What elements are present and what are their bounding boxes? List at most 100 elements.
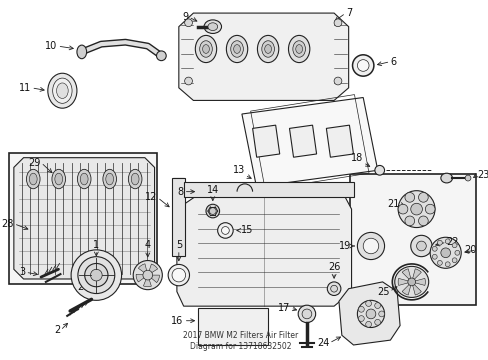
Polygon shape <box>14 158 154 279</box>
Ellipse shape <box>407 278 415 286</box>
Wedge shape <box>147 264 157 275</box>
Ellipse shape <box>333 19 341 27</box>
Ellipse shape <box>195 35 216 63</box>
Text: 16: 16 <box>171 316 183 326</box>
Text: 24: 24 <box>316 338 328 348</box>
Wedge shape <box>401 269 411 282</box>
Ellipse shape <box>418 216 427 226</box>
Ellipse shape <box>352 55 373 76</box>
Text: 7: 7 <box>345 8 351 18</box>
Polygon shape <box>252 125 279 157</box>
Ellipse shape <box>437 260 442 265</box>
Ellipse shape <box>90 269 102 281</box>
Text: 5: 5 <box>175 240 182 250</box>
Bar <box>349 174 475 305</box>
Ellipse shape <box>77 169 91 189</box>
Ellipse shape <box>410 203 422 215</box>
Bar <box>183 182 353 198</box>
Ellipse shape <box>205 204 219 218</box>
Ellipse shape <box>29 173 37 185</box>
Ellipse shape <box>288 35 309 63</box>
Ellipse shape <box>378 311 384 317</box>
Ellipse shape <box>84 264 108 287</box>
Wedge shape <box>147 275 159 283</box>
Polygon shape <box>179 13 348 100</box>
Ellipse shape <box>48 73 77 108</box>
Text: 19: 19 <box>339 241 351 251</box>
Ellipse shape <box>404 216 414 226</box>
Ellipse shape <box>363 238 378 254</box>
Ellipse shape <box>440 248 449 258</box>
Ellipse shape <box>358 316 364 321</box>
Text: 9: 9 <box>182 12 188 22</box>
Ellipse shape <box>207 23 217 31</box>
Ellipse shape <box>102 169 116 189</box>
Text: 2: 2 <box>54 325 61 336</box>
Ellipse shape <box>404 193 414 202</box>
Ellipse shape <box>445 239 449 244</box>
Ellipse shape <box>131 173 139 185</box>
Wedge shape <box>143 275 151 287</box>
Ellipse shape <box>52 169 65 189</box>
Ellipse shape <box>217 223 233 238</box>
Ellipse shape <box>53 78 72 103</box>
Ellipse shape <box>168 265 189 286</box>
Ellipse shape <box>365 321 371 327</box>
Ellipse shape <box>454 250 459 255</box>
Ellipse shape <box>184 19 192 27</box>
Wedge shape <box>138 264 147 275</box>
Ellipse shape <box>464 175 470 181</box>
Polygon shape <box>242 98 377 187</box>
Ellipse shape <box>357 300 384 328</box>
Ellipse shape <box>226 35 247 63</box>
Text: 6: 6 <box>389 57 396 67</box>
Ellipse shape <box>437 240 442 245</box>
Text: 12: 12 <box>145 193 157 202</box>
Text: 14: 14 <box>206 185 219 194</box>
Text: 11: 11 <box>19 83 31 93</box>
Ellipse shape <box>71 250 122 300</box>
Ellipse shape <box>133 261 162 290</box>
Wedge shape <box>411 282 421 295</box>
Ellipse shape <box>257 35 278 63</box>
Bar <box>198 308 267 345</box>
Text: 25: 25 <box>376 287 388 297</box>
Text: 28: 28 <box>1 219 14 229</box>
Ellipse shape <box>397 191 434 228</box>
Ellipse shape <box>451 243 456 248</box>
Ellipse shape <box>410 235 431 257</box>
Ellipse shape <box>394 266 428 297</box>
Text: 18: 18 <box>350 153 363 162</box>
Ellipse shape <box>357 233 384 260</box>
Polygon shape <box>289 125 316 157</box>
Text: 3: 3 <box>20 267 25 277</box>
Text: 15: 15 <box>241 225 253 235</box>
Ellipse shape <box>261 41 274 57</box>
Ellipse shape <box>55 173 62 185</box>
Ellipse shape <box>209 208 216 215</box>
Ellipse shape <box>451 258 456 263</box>
Text: 4: 4 <box>144 240 150 250</box>
Ellipse shape <box>333 77 341 85</box>
Ellipse shape <box>330 285 337 292</box>
Wedge shape <box>411 269 421 282</box>
Wedge shape <box>136 274 147 282</box>
Ellipse shape <box>26 169 40 189</box>
Ellipse shape <box>233 45 240 53</box>
Ellipse shape <box>298 305 315 323</box>
Ellipse shape <box>357 60 368 71</box>
Ellipse shape <box>292 41 305 57</box>
Text: 8: 8 <box>177 186 183 197</box>
Ellipse shape <box>425 204 434 214</box>
Ellipse shape <box>128 169 142 189</box>
Text: 29: 29 <box>29 158 41 167</box>
Ellipse shape <box>416 241 426 251</box>
Text: 1: 1 <box>93 240 99 250</box>
Ellipse shape <box>202 45 209 53</box>
Text: 13: 13 <box>232 165 244 175</box>
Ellipse shape <box>184 77 192 85</box>
Text: 21: 21 <box>387 199 399 209</box>
Text: 26: 26 <box>327 262 340 272</box>
Text: 10: 10 <box>45 41 58 51</box>
Ellipse shape <box>172 268 185 282</box>
